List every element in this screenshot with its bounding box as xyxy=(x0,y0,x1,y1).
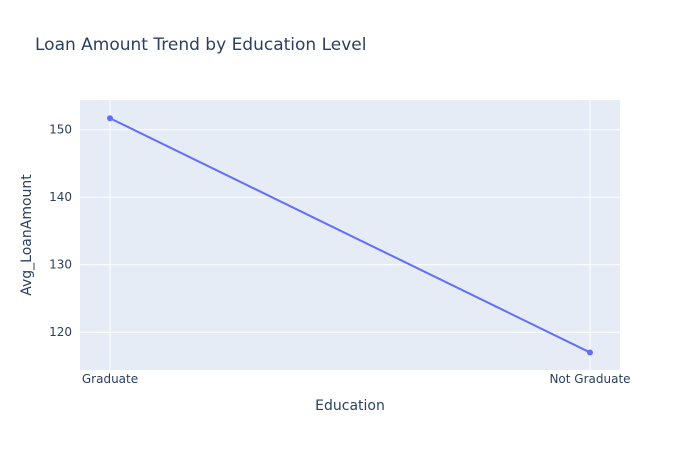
series-line xyxy=(109,117,591,354)
y-axis-title: Avg_LoanAmount xyxy=(19,174,35,296)
x-axis-title: Education xyxy=(315,398,385,414)
y-tick-label: 140 xyxy=(49,190,72,204)
x-tick-label: Not Graduate xyxy=(549,372,630,386)
y-gridlines xyxy=(80,129,620,333)
x-tick-label: Graduate xyxy=(82,372,138,386)
chart-title: Loan Amount Trend by Education Level xyxy=(35,35,366,55)
y-tick-labels: 120 130 140 150 xyxy=(49,123,72,340)
x-gridlines xyxy=(109,100,591,370)
y-tick-label: 150 xyxy=(49,123,72,137)
y-tick-label: 130 xyxy=(49,258,72,272)
x-tick-labels: Graduate Not Graduate xyxy=(82,372,631,386)
series-layer xyxy=(107,115,593,356)
data-point[interactable] xyxy=(107,115,113,122)
data-point[interactable] xyxy=(587,349,593,356)
y-tick-label: 120 xyxy=(49,325,72,339)
